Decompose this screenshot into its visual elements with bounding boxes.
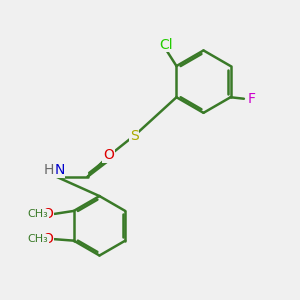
Text: N: N: [54, 163, 64, 177]
Text: CH₃: CH₃: [28, 209, 48, 219]
Text: F: F: [248, 92, 256, 106]
Text: O: O: [42, 207, 53, 221]
Text: O: O: [42, 232, 53, 246]
Text: S: S: [130, 129, 139, 143]
Text: O: O: [103, 148, 114, 162]
Text: CH₃: CH₃: [28, 234, 48, 244]
Text: H: H: [43, 163, 53, 177]
Text: Cl: Cl: [159, 38, 173, 52]
